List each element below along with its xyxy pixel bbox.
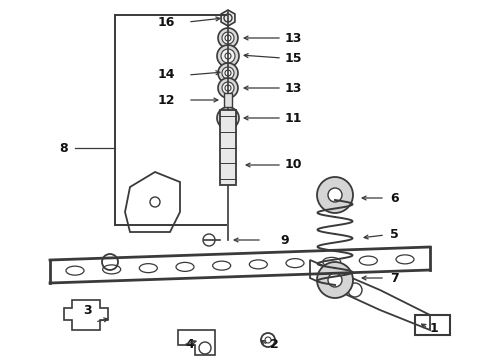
Circle shape [222,32,234,44]
Text: 5: 5 [389,229,398,242]
Circle shape [327,188,341,202]
Text: 4: 4 [184,338,193,351]
Text: 10: 10 [285,158,302,171]
Circle shape [224,85,230,91]
Text: 6: 6 [389,192,398,204]
Text: 8: 8 [59,141,68,154]
Text: 9: 9 [280,234,288,247]
Circle shape [221,111,235,125]
Polygon shape [221,10,234,26]
Text: 1: 1 [429,321,438,334]
Text: 12: 12 [157,94,175,107]
Text: 16: 16 [157,15,175,28]
Circle shape [224,35,230,41]
Circle shape [217,107,239,129]
Circle shape [316,177,352,213]
Text: 7: 7 [389,271,398,284]
Circle shape [218,63,238,83]
Circle shape [224,115,230,121]
Circle shape [221,49,235,63]
Text: 11: 11 [285,112,302,125]
Bar [224,93,231,107]
Circle shape [327,273,341,287]
Text: 14: 14 [157,68,175,81]
Circle shape [218,28,238,48]
Bar [414,315,449,335]
Circle shape [224,53,230,59]
Circle shape [316,262,352,298]
Text: 13: 13 [285,31,302,45]
Circle shape [218,78,238,98]
Text: 15: 15 [285,51,302,64]
Text: 2: 2 [269,338,278,351]
Circle shape [224,70,230,76]
Bar [220,110,236,185]
Circle shape [222,67,234,79]
Circle shape [222,82,234,94]
Text: 3: 3 [83,303,92,316]
Text: 13: 13 [285,81,302,94]
Circle shape [217,45,239,67]
